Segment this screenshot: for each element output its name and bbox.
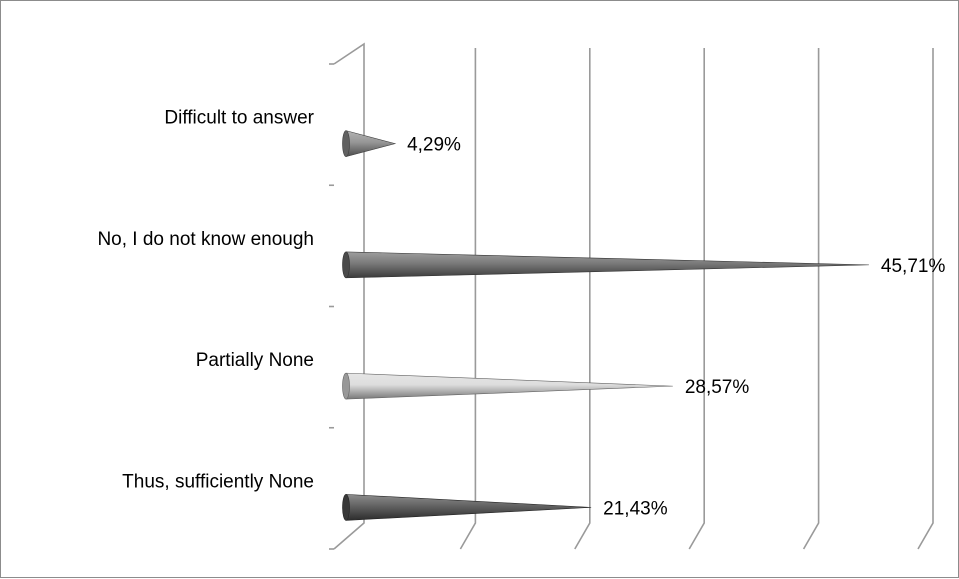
bar	[345, 251, 869, 279]
labels: Difficult to answer 4,29% No, I do not kno…	[97, 108, 945, 520]
bar	[345, 130, 397, 158]
bar	[345, 494, 592, 521]
data-label: 45,71%	[881, 256, 946, 277]
bar-base	[342, 130, 350, 157]
category-label: Partially None	[196, 350, 314, 371]
gridline	[459, 48, 477, 550]
bar-base	[342, 251, 350, 279]
data-label: 28,57%	[685, 377, 750, 398]
category-axis	[329, 42, 365, 550]
gridline	[574, 48, 591, 550]
bar	[345, 372, 673, 400]
category-label: No, I do not know enough	[97, 229, 314, 250]
gridlines	[459, 48, 934, 550]
bars	[342, 130, 869, 521]
bar-base	[342, 372, 350, 400]
bar-base	[342, 494, 350, 521]
gridline	[688, 48, 706, 550]
category-label: Difficult to answer	[164, 108, 314, 129]
data-label: 21,43%	[603, 498, 668, 519]
data-label: 4,29%	[407, 135, 461, 156]
gridline	[802, 48, 820, 550]
category-axis-line	[333, 42, 365, 550]
category-label: Thus, sufficiently None	[122, 471, 314, 492]
gridline	[917, 48, 934, 550]
